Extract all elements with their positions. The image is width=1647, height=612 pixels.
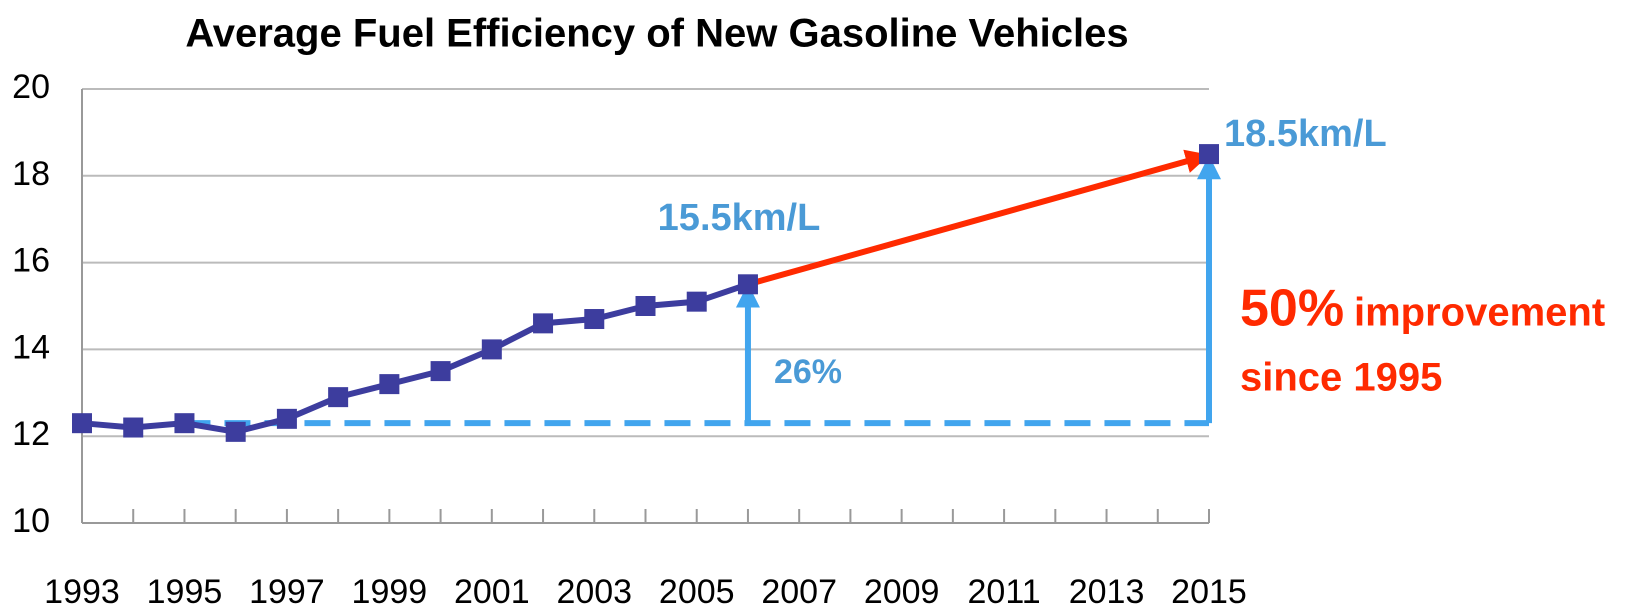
x-tick-label: 2009 xyxy=(864,573,940,611)
data-point xyxy=(328,387,349,408)
trend-arrow xyxy=(747,149,1210,288)
x-tick-label: 2003 xyxy=(556,573,632,611)
annotation: 26% xyxy=(774,353,842,391)
annotation: since 1995 xyxy=(1240,356,1442,400)
annotation: 15.5km/L xyxy=(658,197,821,239)
annotation: improvement xyxy=(1354,291,1605,335)
x-tick-label: 1997 xyxy=(249,573,325,611)
x-tick-label: 2007 xyxy=(761,573,837,611)
annotation: 18.5km/L xyxy=(1224,113,1387,155)
x-tick-label: 2015 xyxy=(1171,573,1247,611)
x-tick-label: 1993 xyxy=(44,573,120,611)
data-point xyxy=(686,291,707,312)
x-tick-label: 2005 xyxy=(659,573,735,611)
x-tick-label: 1999 xyxy=(352,573,428,611)
data-point xyxy=(737,274,758,295)
data-point xyxy=(379,374,400,395)
data-point xyxy=(72,413,92,434)
x-tick-label: 2013 xyxy=(1069,573,1145,611)
chart-title: Average Fuel Efficiency of New Gasoline … xyxy=(185,12,1128,56)
data-point xyxy=(584,309,605,330)
data-point xyxy=(430,361,451,382)
y-tick-label: 16 xyxy=(12,242,50,280)
x-tick-label: 1995 xyxy=(147,573,223,611)
data-point xyxy=(123,417,144,438)
y-tick-label: 18 xyxy=(12,155,50,193)
y-tick-label: 10 xyxy=(12,502,50,540)
data-line xyxy=(82,154,1209,432)
data-point xyxy=(276,408,297,429)
data-point xyxy=(225,421,246,442)
x-tick-label: 2001 xyxy=(454,573,530,611)
y-tick-label: 14 xyxy=(12,328,50,366)
data-point xyxy=(1199,144,1219,165)
data-point xyxy=(635,296,656,316)
y-tick-label: 20 xyxy=(12,68,50,106)
data-point xyxy=(533,313,554,334)
data-point xyxy=(174,413,195,434)
x-tick-label: 2011 xyxy=(968,573,1041,611)
y-tick-label: 12 xyxy=(12,415,50,453)
annotation: 50% xyxy=(1240,280,1344,338)
data-point xyxy=(481,339,502,360)
